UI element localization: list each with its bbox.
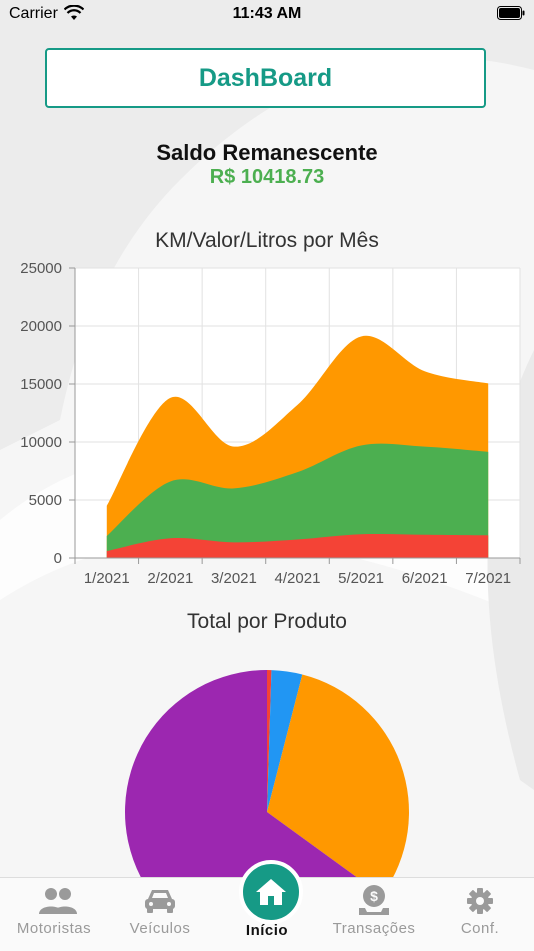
saldo-title: Saldo Remanescente	[156, 140, 378, 165]
pie-chart	[125, 670, 409, 880]
pie-chart-title: Total por Produto	[187, 610, 347, 633]
tab-label: Transações	[332, 920, 416, 937]
y-tick-label: 0	[54, 550, 62, 567]
home-button-circle[interactable]	[239, 860, 303, 924]
tab-label: Início	[245, 922, 289, 939]
money-bag-icon: $	[359, 885, 389, 915]
users-icon	[39, 888, 77, 914]
area-chart: 0 5000 10000 15000 20000 25000 1/2021 2/2021 3/2…	[20, 260, 521, 587]
y-tick-label: 25000	[20, 260, 62, 277]
tab-label: Veículos	[129, 920, 191, 937]
pie-slice-0	[267, 670, 272, 812]
area-series-1	[106, 443, 489, 558]
tab-conf[interactable]: Conf.	[430, 878, 530, 951]
area-chart-title: KM/Valor/Litros por Mês	[155, 229, 379, 252]
y-tick-label: 10000	[20, 434, 62, 451]
x-tick-label: 1/2021	[84, 570, 130, 587]
tab-veiculos[interactable]: Veículos	[110, 878, 210, 951]
y-tick-label: 5000	[29, 492, 62, 509]
pie-slice-3	[125, 670, 361, 880]
x-tick-label: 4/2021	[275, 570, 321, 587]
x-tick-label: 6/2021	[402, 570, 448, 587]
gear-icon	[467, 888, 493, 914]
y-tick-label: 15000	[20, 376, 62, 393]
car-icon	[145, 890, 175, 913]
wifi-icon	[64, 5, 84, 20]
tab-label: Conf.	[460, 920, 500, 937]
x-tick-label: 2/2021	[147, 570, 193, 587]
area-series-0	[106, 533, 489, 558]
pie-slice-1	[267, 670, 303, 812]
dashboard-button[interactable]: DashBoard	[45, 48, 486, 108]
clock-time: 11:43 AM	[232, 5, 302, 22]
tab-inicio[interactable]: Início	[217, 860, 317, 951]
svg-text:$: $	[370, 888, 378, 904]
home-icon	[256, 879, 286, 905]
x-tick-label: 5/2021	[338, 570, 384, 587]
x-tick-label: 3/2021	[211, 570, 257, 587]
tab-label: Motoristas	[16, 920, 92, 937]
y-tick-label: 20000	[20, 318, 62, 335]
bottom-tab-bar: Motoristas Veículos Início $ Transações	[0, 860, 534, 951]
tab-transacoes[interactable]: $ Transações	[324, 878, 424, 951]
x-tick-label: 7/2021	[465, 570, 511, 587]
saldo-value: R$ 10418.73	[209, 166, 325, 188]
carrier-label: Carrier	[9, 5, 58, 22]
tab-motoristas[interactable]: Motoristas	[4, 878, 104, 951]
status-bar: Carrier 11:43 AM	[0, 0, 534, 28]
pie-slice-2	[267, 674, 409, 880]
battery-icon	[497, 6, 525, 20]
